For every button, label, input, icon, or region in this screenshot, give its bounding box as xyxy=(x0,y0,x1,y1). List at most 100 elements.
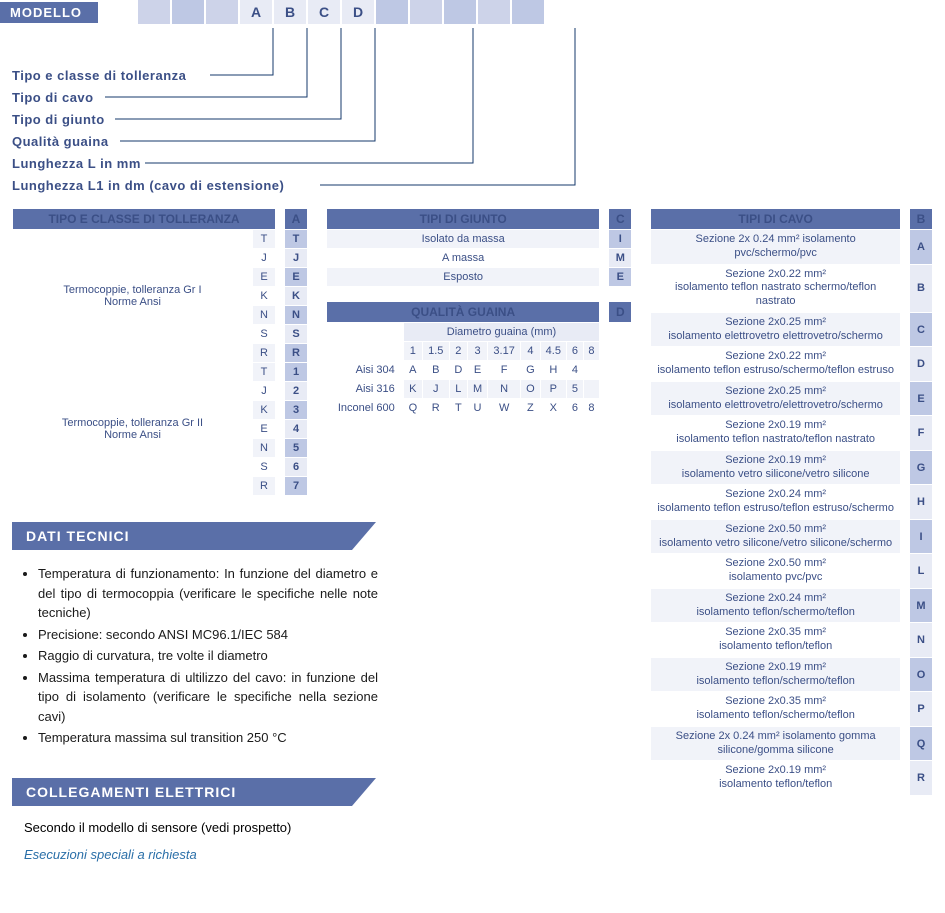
cavo-code: D xyxy=(910,347,932,381)
tolleranza-group-label: Termocoppie, tolleranza Gr I Norme Ansi xyxy=(13,230,252,362)
callout-lunghezza-l: Lunghezza L in mm xyxy=(12,156,141,171)
guaina-cell: F xyxy=(488,361,520,379)
modello-box-5: C xyxy=(308,0,340,24)
giunto-title: TIPI DI GIUNTO xyxy=(327,209,599,229)
cavo-desc: Sezione 2x0.50 mm² isolamento pvc/pvc xyxy=(651,554,900,588)
tolleranza-table: TIPO E CLASSE DI TOLLERANZA A Termocoppi… xyxy=(12,208,308,496)
modello-box-2 xyxy=(206,0,238,24)
tolleranza-key: T xyxy=(253,363,275,381)
cavo-desc: Sezione 2x0.35 mm² isolamento teflon/sch… xyxy=(651,692,900,726)
giunto-code: I xyxy=(609,230,631,248)
guaina-diam: 4.5 xyxy=(541,342,567,360)
modello-box-0 xyxy=(138,0,170,24)
cavo-code: A xyxy=(910,230,932,264)
cavo-desc: Sezione 2x0.22 mm² isolamento teflon est… xyxy=(651,347,900,381)
giunto-label: Isolato da massa xyxy=(327,230,599,248)
guaina-cell: 4 xyxy=(567,361,583,379)
guaina-cell: U xyxy=(468,399,487,417)
guaina-cell: M xyxy=(468,380,487,398)
cavo-code: G xyxy=(910,451,932,485)
guaina-diam: 1 xyxy=(404,342,422,360)
guaina-cell: O xyxy=(521,380,539,398)
cavo-desc: Sezione 2x 0.24 mm² isolamento gomma sil… xyxy=(651,727,900,761)
guaina-cell: E xyxy=(468,361,487,379)
tolleranza-code: 1 xyxy=(285,363,307,381)
callout-lunghezza-l1: Lunghezza L1 in dm (cavo di estensione) xyxy=(12,178,284,193)
giunto-label: A massa xyxy=(327,249,599,267)
dati-tecnici-bullet: Massima temperatura di ultilizzo del cav… xyxy=(38,668,378,727)
guaina-diam: 3.17 xyxy=(488,342,520,360)
guaina-cell: Q xyxy=(404,399,422,417)
tolleranza-title: TIPO E CLASSE DI TOLLERANZA xyxy=(13,209,275,229)
callout-guaina: Qualità guaina xyxy=(12,134,109,149)
guaina-diam: 3 xyxy=(468,342,487,360)
guaina-cell: T xyxy=(450,399,468,417)
modello-boxes: ABCD xyxy=(138,0,546,24)
tolleranza-code: K xyxy=(285,287,307,305)
cavo-desc: Sezione 2x 0.24 mm² isolamento pvc/scher… xyxy=(651,230,900,264)
tolleranza-key: E xyxy=(253,420,275,438)
cavo-desc: Sezione 2x0.35 mm² isolamento teflon/tef… xyxy=(651,623,900,657)
guaina-cell: Z xyxy=(521,399,539,417)
tolleranza-key: K xyxy=(253,287,275,305)
tolleranza-key: R xyxy=(253,344,275,362)
tolleranza-code: 4 xyxy=(285,420,307,438)
tolleranza-key: S xyxy=(253,458,275,476)
cavo-code: R xyxy=(910,761,932,795)
guaina-cell: G xyxy=(521,361,539,379)
dati-tecnici-bullet: Temperatura di funzionamento: In funzion… xyxy=(38,564,378,623)
callout-cavo: Tipo di cavo xyxy=(12,90,94,105)
tolleranza-group-label: Termocoppie, tolleranza Gr II Norme Ansi xyxy=(13,363,252,495)
guaina-cell: H xyxy=(541,361,567,379)
cavo-code: B xyxy=(910,265,932,312)
tolleranza-code: 3 xyxy=(285,401,307,419)
cavo-table: TIPI DI CAVO B Sezione 2x 0.24 mm² isola… xyxy=(650,208,933,796)
col-middle: TIPI DI GIUNTO C Isolato da massaIA mass… xyxy=(326,208,632,432)
guaina-cell: N xyxy=(488,380,520,398)
guaina-cell xyxy=(584,361,600,379)
dati-tecnici-bullet: Precisione: secondo ANSI MC96.1/IEC 584 xyxy=(38,625,378,645)
cavo-code: C xyxy=(910,313,932,347)
tolleranza-code: 5 xyxy=(285,439,307,457)
giunto-code: M xyxy=(609,249,631,267)
tolleranza-key: R xyxy=(253,477,275,495)
modello-box-7 xyxy=(376,0,408,24)
tolleranza-key: J xyxy=(253,249,275,267)
col-tolleranza: TIPO E CLASSE DI TOLLERANZA A Termocoppi… xyxy=(12,208,308,862)
modello-box-8 xyxy=(410,0,442,24)
tolleranza-code: 6 xyxy=(285,458,307,476)
cavo-code: O xyxy=(910,658,932,692)
giunto-table: TIPI DI GIUNTO C Isolato da massaIA mass… xyxy=(326,208,632,287)
cavo-desc: Sezione 2x0.50 mm² isolamento vetro sili… xyxy=(651,520,900,554)
note-esecuzione: Esecuzioni speciali a richiesta xyxy=(24,847,308,862)
cavo-code: Q xyxy=(910,727,932,761)
col-cavo: TIPI DI CAVO B Sezione 2x 0.24 mm² isola… xyxy=(650,208,933,796)
tolleranza-key: T xyxy=(253,230,275,248)
cavo-desc: Sezione 2x0.25 mm² isolamento elettrovet… xyxy=(651,382,900,416)
tolleranza-code: S xyxy=(285,325,307,343)
modello-box-10 xyxy=(478,0,510,24)
cavo-code: F xyxy=(910,416,932,450)
cavo-desc: Sezione 2x0.19 mm² isolamento vetro sili… xyxy=(651,451,900,485)
tolleranza-key: E xyxy=(253,268,275,286)
callout-tolleranza: Tipo e classe di tolleranza xyxy=(12,68,186,83)
tolleranza-code: N xyxy=(285,306,307,324)
cavo-code: N xyxy=(910,623,932,657)
tolleranza-code: 2 xyxy=(285,382,307,400)
cavo-desc: Sezione 2x0.24 mm² isolamento teflon/sch… xyxy=(651,589,900,623)
dati-tecnici-bullets: Temperatura di funzionamento: In funzion… xyxy=(38,564,378,748)
guaina-cell: W xyxy=(488,399,520,417)
modello-row: MODELLO ABCD xyxy=(0,0,945,24)
cavo-desc: Sezione 2x0.25 mm² isolamento elettrovet… xyxy=(651,313,900,347)
guaina-cell: D xyxy=(450,361,468,379)
guaina-cell: 8 xyxy=(584,399,600,417)
giunto-code: E xyxy=(609,268,631,286)
tolleranza-key: K xyxy=(253,401,275,419)
tolleranza-key: J xyxy=(253,382,275,400)
giunto-label: Esposto xyxy=(327,268,599,286)
cavo-title: TIPI DI CAVO xyxy=(651,209,900,229)
callout-area: Tipo e classe di tolleranza Tipo di cavo… xyxy=(0,28,945,208)
collegamenti-banner: COLLEGAMENTI ELETTRICI xyxy=(12,778,352,806)
cavo-desc: Sezione 2x0.19 mm² isolamento teflon/sch… xyxy=(651,658,900,692)
cavo-code: L xyxy=(910,554,932,588)
